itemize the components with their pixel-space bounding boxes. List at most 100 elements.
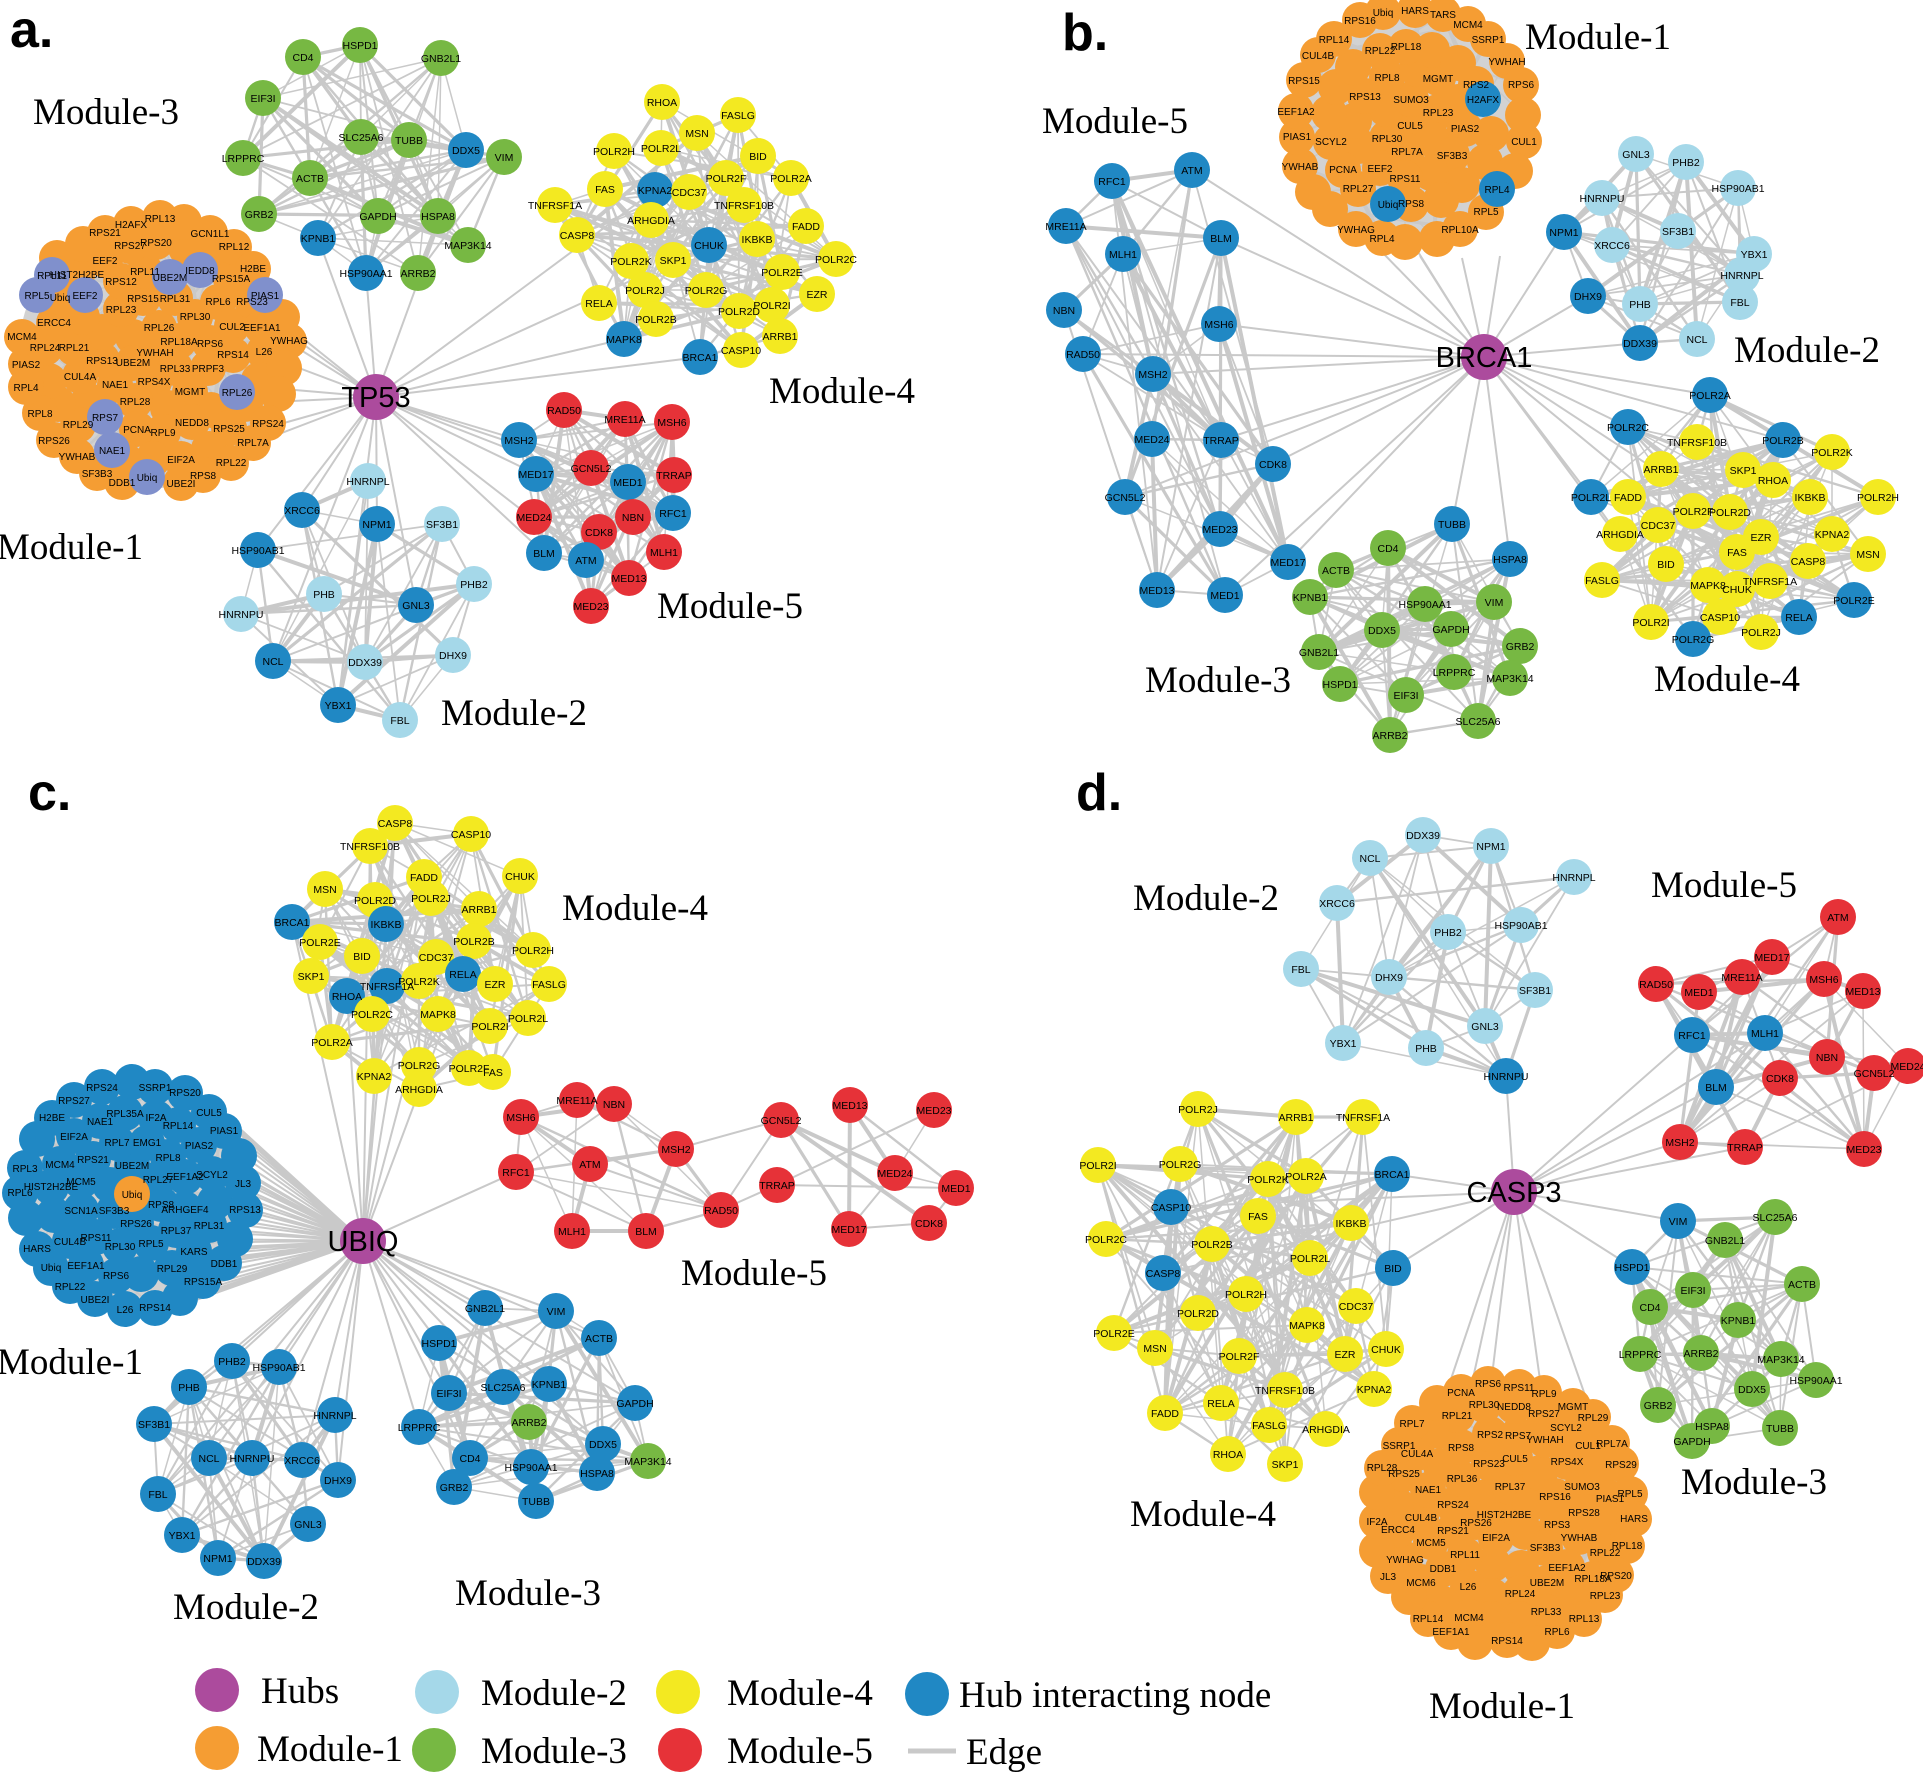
svg-text:RPL6: RPL6 [205,297,230,308]
svg-text:RPL26: RPL26 [144,323,175,334]
svg-text:RPL29: RPL29 [157,1264,188,1275]
svg-text:RPL18: RPL18 [1612,1541,1643,1552]
svg-text:RPL5: RPL5 [138,1239,163,1250]
svg-text:LRPPRC: LRPPRC [1433,667,1476,679]
svg-text:GNL3: GNL3 [1622,149,1650,161]
svg-text:MED24: MED24 [877,1168,912,1180]
svg-text:MAPK8: MAPK8 [1690,580,1726,592]
svg-text:MSH6: MSH6 [1809,974,1838,986]
svg-text:RPL33: RPL33 [160,364,191,375]
svg-text:H2AFX: H2AFX [1467,95,1500,106]
svg-text:HSPD1: HSPD1 [1322,679,1357,691]
svg-text:POLR2L: POLR2L [1290,1253,1330,1265]
svg-text:ARHGDIA: ARHGDIA [1596,529,1644,541]
svg-text:NPM1: NPM1 [203,1553,232,1565]
svg-text:RPL35A: RPL35A [106,1109,144,1120]
svg-text:NPM1: NPM1 [1476,841,1505,853]
svg-text:EEF2: EEF2 [92,256,117,267]
svg-text:FBL: FBL [390,715,409,727]
svg-text:RPL14: RPL14 [1413,1614,1444,1625]
svg-text:RPL9: RPL9 [150,428,175,439]
svg-text:Module-1: Module-1 [1525,17,1671,58]
svg-text:EIF3I: EIF3I [1680,1285,1705,1297]
svg-text:MSN: MSN [685,128,708,140]
svg-text:SKP1: SKP1 [1272,1459,1299,1471]
svg-text:RPL11: RPL11 [37,271,67,282]
svg-text:SLC25A6: SLC25A6 [339,132,384,144]
svg-text:CDK8: CDK8 [1766,1073,1794,1085]
svg-text:POLR2A: POLR2A [770,173,811,185]
svg-text:RPS25: RPS25 [213,424,245,435]
svg-text:RPS3: RPS3 [1544,1520,1571,1531]
svg-text:RPL28: RPL28 [1367,1463,1398,1474]
svg-text:NBN: NBN [1816,1052,1838,1064]
svg-text:CASP10: CASP10 [1151,1202,1191,1214]
svg-text:POLR2F: POLR2F [706,173,747,185]
svg-text:MLH1: MLH1 [1109,249,1137,261]
svg-text:ARRB2: ARRB2 [511,1417,546,1429]
svg-text:Module-5: Module-5 [727,1731,873,1772]
svg-text:CDC37: CDC37 [1641,520,1676,532]
svg-text:RPS21: RPS21 [89,228,121,239]
svg-text:KPNA2: KPNA2 [357,1071,392,1083]
svg-text:SLC25A6: SLC25A6 [1753,1212,1798,1224]
svg-text:SF3B1: SF3B1 [1519,985,1551,997]
svg-text:RPL24: RPL24 [1505,1589,1536,1600]
svg-text:POLR2H: POLR2H [593,146,635,158]
svg-text:Module-1: Module-1 [0,527,143,568]
svg-text:POLR2F: POLR2F [1673,506,1714,518]
svg-text:POLR2B: POLR2B [453,936,494,948]
svg-text:H2AFX: H2AFX [115,220,148,231]
svg-text:RPS27: RPS27 [1528,1409,1560,1420]
svg-text:POLR2I: POLR2I [1079,1160,1116,1172]
svg-text:FASLG: FASLG [532,979,566,991]
svg-text:PIAS2: PIAS2 [12,360,41,371]
svg-text:Module-1: Module-1 [0,1342,143,1383]
svg-text:TP53: TP53 [341,382,410,414]
svg-text:PRPF3: PRPF3 [192,364,225,375]
svg-text:CASP10: CASP10 [451,829,491,841]
svg-text:SCYL2: SCYL2 [1315,137,1347,148]
svg-text:GCN5L2: GCN5L2 [761,1115,802,1127]
svg-text:PHB: PHB [178,1382,200,1394]
svg-text:DDX5: DDX5 [452,145,480,157]
svg-text:FAS: FAS [1727,547,1747,559]
svg-text:FASLG: FASLG [1252,1420,1286,1432]
svg-text:FAS: FAS [1248,1211,1268,1223]
svg-text:RAD50: RAD50 [704,1205,738,1217]
svg-text:RPL7A: RPL7A [1391,147,1423,158]
svg-text:POLR2J: POLR2J [411,893,451,905]
svg-text:SF3B3: SF3B3 [99,1206,130,1217]
svg-text:RPS11: RPS11 [1390,174,1421,185]
svg-text:CD4: CD4 [1639,1302,1660,1314]
svg-text:XRCC6: XRCC6 [284,505,320,517]
svg-text:MED24: MED24 [516,512,551,524]
svg-text:ATM: ATM [575,555,596,567]
svg-text:TUBB: TUBB [1766,1423,1794,1435]
svg-text:IEDD8: IEDD8 [185,266,215,277]
svg-text:RPS27: RPS27 [58,1096,90,1107]
svg-text:RPS25: RPS25 [1388,1469,1420,1480]
svg-text:MSH6: MSH6 [657,417,686,429]
svg-text:POLR2B: POLR2B [635,314,676,326]
svg-text:RPL26: RPL26 [222,388,253,399]
svg-text:HSPA8: HSPA8 [1695,1421,1729,1433]
svg-text:NCL: NCL [262,656,283,668]
svg-text:GRB2: GRB2 [440,1482,469,1494]
svg-text:GNB2L1: GNB2L1 [421,53,461,65]
svg-text:POLR2F: POLR2F [449,1063,490,1075]
svg-text:Edge: Edge [966,1732,1042,1773]
svg-text:POLR2G: POLR2G [685,285,728,297]
svg-text:POLR2L: POLR2L [641,143,681,155]
svg-text:CD4: CD4 [292,52,313,64]
svg-text:MAPK8: MAPK8 [1289,1320,1325,1332]
svg-text:RPL9: RPL9 [1531,1389,1556,1400]
svg-text:YWHAG: YWHAG [270,336,308,347]
svg-text:RAD50: RAD50 [1066,349,1100,361]
svg-text:POLR2A: POLR2A [311,1037,352,1049]
svg-text:RPS15: RPS15 [1288,76,1320,87]
svg-text:UBIQ: UBIQ [328,1226,399,1258]
svg-text:POLR2E: POLR2E [299,937,340,949]
svg-text:RPL18A: RPL18A [1574,1574,1612,1585]
svg-text:CASP10: CASP10 [1700,612,1740,624]
